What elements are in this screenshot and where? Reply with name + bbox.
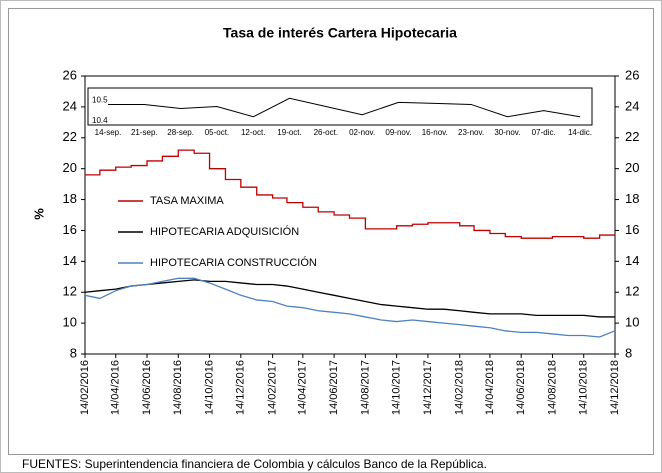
x-tick-label: 14/12/2017: [422, 360, 434, 415]
inset-x-tick-label: 26-oct.: [314, 128, 338, 137]
y-tick-label: 20: [63, 160, 77, 175]
y2-tick-label: 16: [625, 222, 639, 237]
x-tick-label: 14/10/2016: [203, 360, 215, 415]
x-tick-label: 14/08/2017: [359, 360, 371, 415]
chart-frame: [8, 8, 654, 455]
y-tick-label: 16: [63, 222, 77, 237]
inset-x-tick-label: 23-nov.: [458, 128, 484, 137]
y2-tick-label: 26: [625, 67, 639, 82]
inset-x-tick-label: 09-nov.: [385, 128, 411, 137]
inset-x-tick-label: 14-sep.: [95, 128, 122, 137]
inset-y-tick-label: 10.5: [92, 95, 108, 104]
plot-frame: [84, 75, 616, 355]
y2-tick-label: 20: [625, 160, 639, 175]
x-tick-label: 14/06/2016: [141, 360, 153, 415]
y-tick-label: 22: [63, 129, 77, 144]
y2-tick-label: 14: [625, 253, 639, 268]
y-tick-label: 18: [63, 191, 77, 206]
x-tick-label: 14/06/2017: [328, 360, 340, 415]
inset-line: [108, 97, 581, 118]
inset-x-tick-label: 07-dic.: [532, 128, 556, 137]
source-note: FUENTES: Superintendencia financiera de …: [22, 457, 487, 471]
inset-x-tick-label: 14-dic.: [568, 128, 592, 137]
x-tick-label: 14/04/2018: [484, 360, 496, 415]
y2-tick-label: 22: [625, 129, 639, 144]
x-tick-label: 14/04/2017: [297, 360, 309, 415]
y-tick-label: 24: [63, 98, 77, 113]
y-tick-label: 26: [63, 67, 77, 82]
x-tick-label: 14/08/2018: [546, 360, 558, 415]
x-tick-label: 14/12/2016: [235, 360, 247, 415]
series-line: [84, 277, 616, 338]
y2-tick-label: 10: [625, 315, 639, 330]
x-tick-label: 14/10/2018: [578, 360, 590, 415]
x-tick-label: 14/06/2018: [515, 360, 527, 415]
x-tick-label: 14/10/2017: [391, 360, 403, 415]
series-line: [84, 279, 615, 318]
y-tick-label: 10: [63, 315, 77, 330]
y-tick-label: 14: [63, 253, 77, 268]
inset-x-tick-label: 12-oct.: [241, 128, 265, 137]
y2-tick-label: 8: [625, 345, 632, 360]
x-tick-label: 14/12/2018: [609, 360, 621, 415]
inset-x-tick-label: 30-nov.: [494, 128, 520, 137]
y2-tick-label: 12: [625, 284, 639, 299]
x-tick-label: 14/08/2016: [172, 360, 184, 415]
legend-label: HIPOTECARIA CONSTRUCCIÓN: [150, 256, 317, 269]
inset-x-tick-label: 28-sep.: [167, 128, 194, 137]
chart-title: Tasa de interés Cartera Hipotecaria: [223, 25, 457, 41]
inset-x-tick-label: 05-oct.: [205, 128, 229, 137]
legend-label: HIPOTECARIA ADQUISICIÓN: [150, 225, 299, 238]
x-tick-label: 14/02/2017: [267, 360, 279, 415]
y-tick-label: 8: [70, 345, 77, 360]
x-tick-label: 14/04/2016: [110, 360, 122, 415]
inset-y-tick-label: 10.4: [92, 116, 108, 125]
inset-x-tick-label: 21-sep.: [131, 128, 158, 137]
series-line: [85, 149, 615, 239]
y-tick-label: 12: [63, 284, 77, 299]
inset-frame: [87, 87, 593, 126]
y-axis-label: %: [31, 208, 46, 220]
inset-x-tick-label: 19-oct.: [277, 128, 301, 137]
x-tick-label: 14/02/2018: [454, 360, 466, 415]
y2-tick-label: 18: [625, 191, 639, 206]
y2-tick-label: 24: [625, 98, 639, 113]
x-tick-label: 14/02/2016: [79, 360, 91, 415]
inset-x-tick-label: 16-nov.: [422, 128, 448, 137]
inset-x-tick-label: 02-nov.: [349, 128, 375, 137]
legend-label: TASA MAXIMA: [150, 195, 224, 207]
